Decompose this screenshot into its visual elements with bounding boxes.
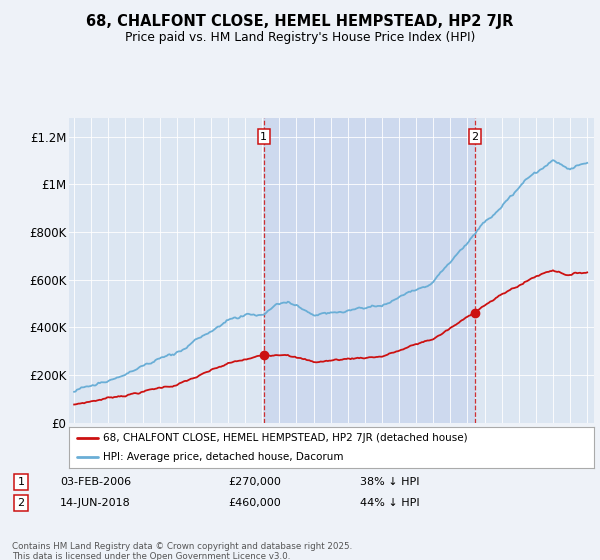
Text: 68, CHALFONT CLOSE, HEMEL HEMPSTEAD, HP2 7JR (detached house): 68, CHALFONT CLOSE, HEMEL HEMPSTEAD, HP2… — [103, 433, 468, 443]
Text: 68, CHALFONT CLOSE, HEMEL HEMPSTEAD, HP2 7JR: 68, CHALFONT CLOSE, HEMEL HEMPSTEAD, HP2… — [86, 14, 514, 29]
Text: Contains HM Land Registry data © Crown copyright and database right 2025.
This d: Contains HM Land Registry data © Crown c… — [12, 542, 352, 560]
Text: 03-FEB-2006: 03-FEB-2006 — [60, 477, 131, 487]
Bar — [264, 118, 475, 423]
Text: 2: 2 — [17, 498, 25, 508]
Text: 1: 1 — [17, 477, 25, 487]
Text: HPI: Average price, detached house, Dacorum: HPI: Average price, detached house, Daco… — [103, 452, 344, 461]
Text: Price paid vs. HM Land Registry's House Price Index (HPI): Price paid vs. HM Land Registry's House … — [125, 31, 475, 44]
Text: 14-JUN-2018: 14-JUN-2018 — [60, 498, 131, 508]
Text: £460,000: £460,000 — [228, 498, 281, 508]
Text: 1: 1 — [260, 132, 267, 142]
Text: £270,000: £270,000 — [228, 477, 281, 487]
Text: 44% ↓ HPI: 44% ↓ HPI — [360, 498, 419, 508]
Text: 2: 2 — [472, 132, 479, 142]
Text: 38% ↓ HPI: 38% ↓ HPI — [360, 477, 419, 487]
